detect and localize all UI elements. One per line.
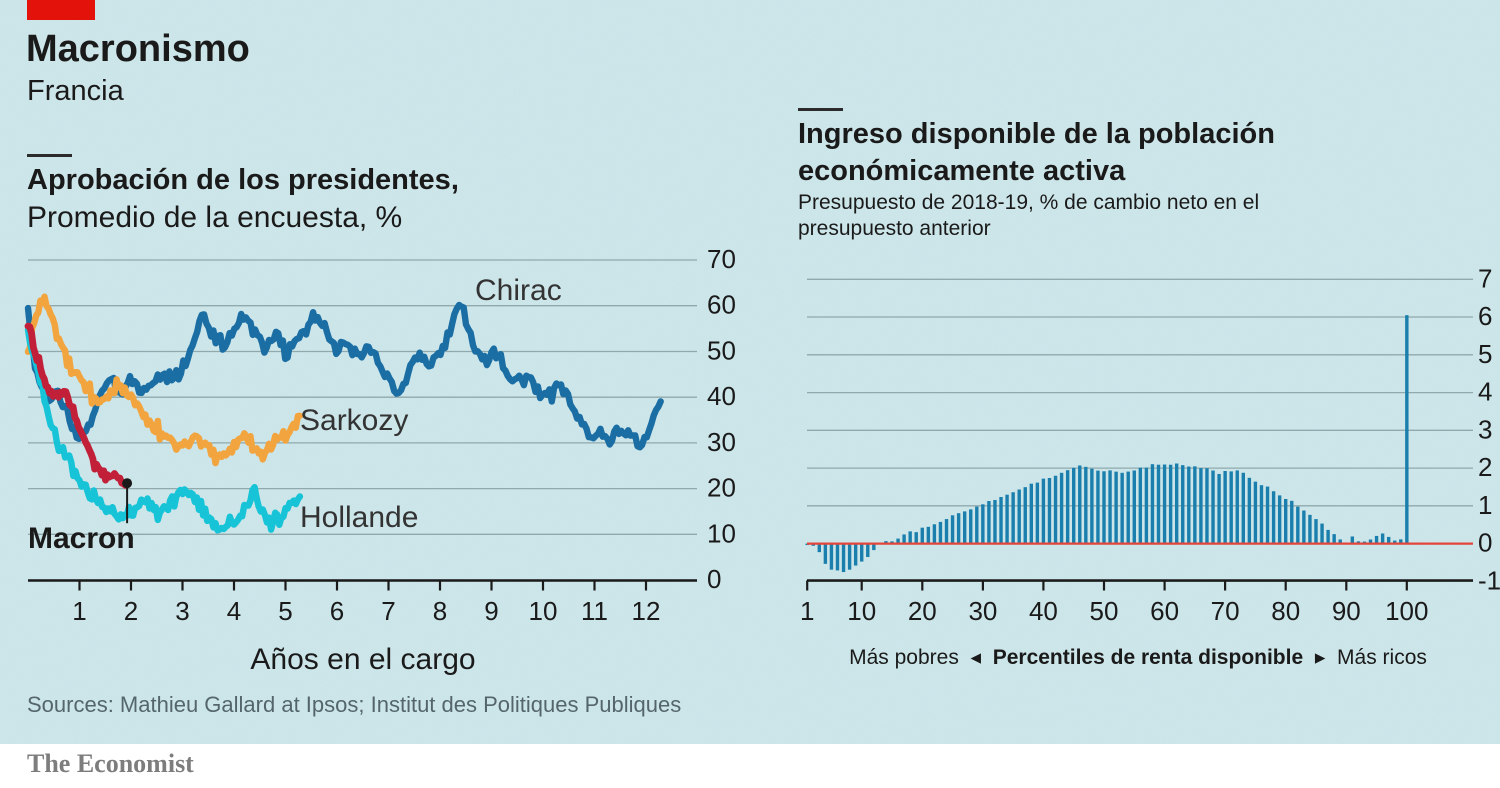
svg-text:40: 40: [1029, 596, 1058, 626]
svg-text:80: 80: [1271, 596, 1300, 626]
svg-text:30: 30: [968, 596, 997, 626]
svg-text:0: 0: [1478, 528, 1492, 558]
svg-text:4: 4: [1478, 377, 1492, 407]
svg-text:1: 1: [1478, 490, 1492, 520]
svg-text:2: 2: [1478, 452, 1492, 482]
svg-text:90: 90: [1332, 596, 1361, 626]
svg-text:3: 3: [1478, 414, 1492, 444]
svg-text:7: 7: [1478, 263, 1492, 293]
svg-text:20: 20: [908, 596, 937, 626]
svg-text:5: 5: [1478, 339, 1492, 369]
svg-text:70: 70: [1211, 596, 1240, 626]
svg-text:100: 100: [1385, 596, 1428, 626]
svg-text:50: 50: [1090, 596, 1119, 626]
svg-text:6: 6: [1478, 301, 1492, 331]
svg-text:60: 60: [1150, 596, 1179, 626]
svg-text:10: 10: [847, 596, 876, 626]
svg-text:-1: -1: [1478, 565, 1500, 595]
svg-text:1: 1: [800, 596, 814, 626]
